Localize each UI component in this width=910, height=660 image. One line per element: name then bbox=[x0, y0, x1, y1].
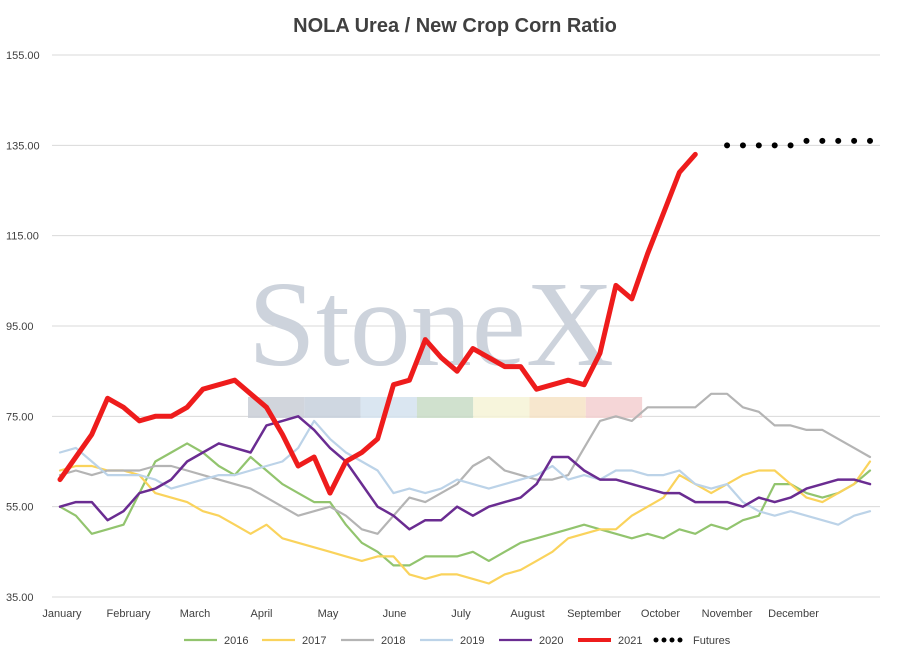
y-tick-label: 155.00 bbox=[6, 50, 40, 62]
watermark-bar-segment bbox=[416, 397, 474, 418]
y-axis-ticks: 35.00 55.00 75.00 95.00 115.00 135.00 155.00 bbox=[6, 50, 40, 604]
watermark-bar-segment bbox=[304, 397, 361, 418]
legend-label-2021: 2021 bbox=[618, 635, 642, 647]
y-tick-label: 115.00 bbox=[6, 231, 39, 243]
x-tick-label: December bbox=[768, 608, 819, 620]
legend-marker-futures bbox=[653, 637, 659, 643]
legend-marker-futures bbox=[669, 637, 675, 643]
watermark-bar-segment bbox=[529, 397, 586, 418]
futures-point bbox=[739, 142, 746, 149]
legend-label-2020: 2020 bbox=[539, 635, 563, 647]
x-axis-month-labels: January February March April May June July Augu… bbox=[42, 608, 819, 620]
x-tick-label: September bbox=[567, 608, 621, 620]
futures-point bbox=[787, 142, 794, 149]
series-line-2017 bbox=[58, 460, 872, 585]
watermark-bar-segment bbox=[585, 397, 643, 418]
y-tick-label: 55.00 bbox=[6, 502, 34, 514]
y-tick-label: 75.00 bbox=[6, 411, 34, 423]
chart-title: NOLA Urea / New Crop Corn Ratio bbox=[293, 15, 617, 37]
legend-label-2016: 2016 bbox=[224, 635, 248, 647]
x-tick-label: October bbox=[641, 608, 680, 620]
watermark-color-bar bbox=[248, 397, 643, 418]
x-tick-label: May bbox=[318, 608, 339, 620]
series-line-2019 bbox=[58, 419, 872, 526]
futures-point bbox=[835, 137, 842, 144]
series-lines bbox=[57, 137, 873, 585]
futures-point bbox=[819, 137, 826, 144]
futures-point bbox=[771, 142, 778, 149]
x-tick-label: April bbox=[250, 608, 272, 620]
series-line-2021 bbox=[57, 151, 698, 496]
futures-point bbox=[803, 137, 810, 144]
x-tick-label: January bbox=[42, 608, 82, 620]
y-tick-label: 135.00 bbox=[6, 140, 40, 152]
futures-point bbox=[724, 142, 731, 149]
legend-label-2019: 2019 bbox=[460, 635, 484, 647]
futures-point bbox=[867, 137, 873, 144]
legend-marker-futures bbox=[677, 637, 683, 643]
watermark-bar-segment bbox=[473, 397, 530, 418]
legend-label-2017: 2017 bbox=[302, 635, 326, 647]
x-tick-label: March bbox=[180, 608, 211, 620]
legend-label-Futures: Futures bbox=[693, 635, 731, 647]
legend-marker-futures bbox=[661, 637, 667, 643]
legend: 2016 2017 2018 2019 2020 2021 Futures bbox=[184, 635, 731, 647]
series-line-2020 bbox=[58, 415, 872, 531]
x-tick-label: February bbox=[106, 608, 151, 620]
series-line-2018 bbox=[58, 392, 872, 535]
x-tick-label: June bbox=[383, 608, 407, 620]
futures-point bbox=[851, 137, 858, 144]
x-tick-label: July bbox=[451, 608, 471, 620]
series-line-2016 bbox=[58, 442, 872, 567]
x-tick-label: November bbox=[702, 608, 753, 620]
x-tick-label: August bbox=[510, 608, 544, 620]
y-tick-label: 95.00 bbox=[6, 321, 34, 333]
stonex-watermark: StoneX bbox=[248, 257, 643, 418]
legend-label-2018: 2018 bbox=[381, 635, 405, 647]
y-tick-label: 35.00 bbox=[6, 592, 34, 604]
watermark-text: StoneX bbox=[248, 257, 614, 392]
futures-point bbox=[755, 142, 762, 149]
